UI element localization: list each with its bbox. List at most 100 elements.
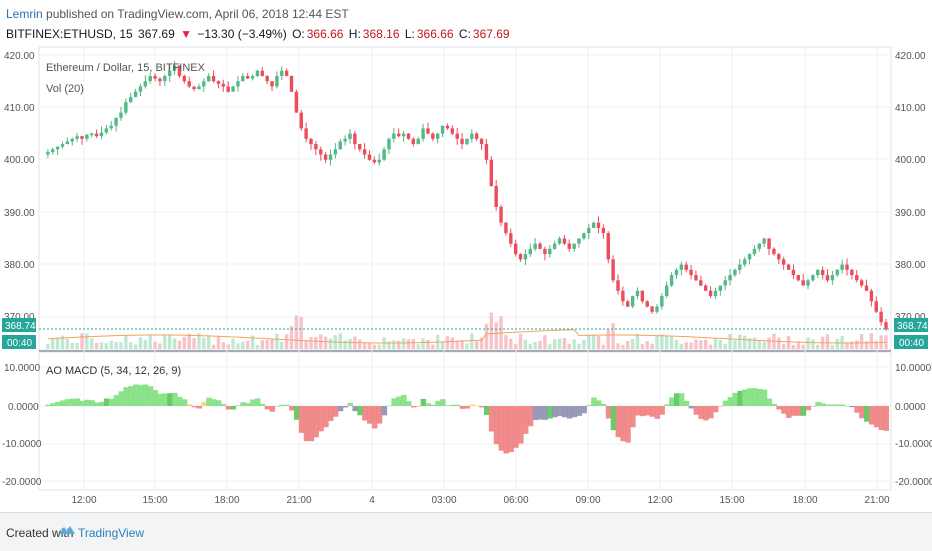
candle-body (284, 70, 289, 76)
high-value: 368.16 (362, 27, 400, 41)
macd-bar (693, 406, 699, 415)
macd-bar (259, 403, 266, 406)
macd-bar (600, 403, 607, 406)
macd-bar (74, 398, 81, 406)
candle-body (299, 112, 303, 129)
tradingview-logo-icon[interactable] (58, 522, 76, 538)
volume-bar (104, 343, 109, 349)
macd-bar (620, 406, 626, 442)
volume-bar (85, 333, 89, 349)
candle-body (845, 264, 849, 270)
macd-bar (332, 406, 339, 417)
macd-bar (108, 398, 115, 406)
tradingview-brand-link[interactable]: TradingView (78, 526, 145, 540)
volume-bar (757, 340, 762, 349)
volume-bar (591, 334, 596, 349)
volume-bar (626, 341, 630, 349)
candle-body (119, 112, 123, 118)
publish-text: published on TradingView.com, April 06, … (42, 7, 349, 21)
macd-bar (625, 406, 631, 443)
candle-body (392, 133, 396, 139)
candle-body (708, 290, 713, 297)
candle-body (820, 269, 825, 276)
author-link[interactable]: Lemrin (6, 7, 43, 21)
volume-bar (211, 344, 216, 349)
volume-bar (850, 341, 854, 349)
macd-tick-left: -10.0000 (2, 439, 42, 450)
volume-bar (411, 338, 416, 349)
candle-body (226, 86, 230, 92)
volume-bar (708, 344, 713, 349)
candle-body (660, 296, 664, 307)
macd-bar (732, 392, 738, 406)
macd-bar (883, 406, 890, 431)
macd-bar (94, 402, 100, 406)
chart-area[interactable]: Ethereum / Dollar, 15, BITFINEX Vol (20)… (0, 45, 932, 515)
candle-body (65, 141, 70, 145)
volume-bar (557, 338, 562, 349)
volume-bar (323, 336, 328, 349)
macd-bar (766, 398, 773, 406)
macd-bar (172, 392, 178, 406)
macd-bar (839, 404, 846, 406)
candle-body (679, 264, 684, 270)
candle-body (577, 238, 581, 244)
volume-bar (260, 340, 264, 349)
candle-body (163, 75, 167, 82)
macd-bar (771, 404, 777, 406)
macd-bar (547, 406, 553, 419)
macd-bar (211, 399, 217, 406)
volume-bar (221, 342, 226, 349)
macd-bar (722, 400, 729, 406)
volume-bar (270, 339, 274, 349)
candle-body (723, 280, 727, 286)
candle-body (801, 280, 805, 286)
macd-bar (64, 399, 71, 406)
price-tick-left: 370.00 (4, 312, 35, 323)
volume-bar (845, 342, 849, 349)
candle-body (796, 275, 800, 281)
price-badge-left (2, 318, 36, 332)
candle-body (742, 259, 747, 265)
macd-bar (162, 393, 168, 406)
candle-body (109, 125, 113, 129)
volume-bar (250, 335, 255, 349)
macd-bar (245, 403, 251, 406)
volume-bar (284, 334, 289, 349)
volume-bar (811, 339, 815, 349)
macd-bar (128, 386, 134, 406)
macd-pane[interactable] (38, 351, 892, 491)
volume-bar (742, 335, 747, 349)
volume-bar (840, 335, 844, 349)
candle-body (562, 238, 567, 244)
price-badge-right-text: 368.74 (897, 321, 928, 332)
volume-bar (255, 344, 260, 349)
candle-body (138, 86, 143, 92)
volume-bar (494, 322, 498, 349)
volume-bar (801, 344, 805, 349)
volume-bar (289, 326, 294, 349)
price-pane[interactable] (38, 46, 892, 351)
volume-bar (791, 344, 796, 349)
macd-bar (605, 406, 612, 419)
volume-bar (55, 337, 60, 349)
macd-bar (84, 399, 90, 406)
macd-bar (274, 406, 280, 407)
volume-bar (874, 340, 878, 349)
candle-body (630, 296, 635, 307)
volume-bar (416, 344, 420, 349)
symbol-name[interactable]: BITFINEX:ETHUSD, 15 (6, 27, 133, 41)
candle-body (752, 248, 757, 255)
candle-body (70, 138, 74, 142)
macd-bar (644, 406, 651, 416)
macd-bar (678, 393, 685, 406)
volume-bar (172, 338, 177, 349)
volume-bar (94, 342, 99, 349)
candle-body (206, 75, 211, 82)
macd-bar (576, 406, 583, 416)
macd-bar (864, 406, 870, 422)
macd-bar (454, 404, 461, 406)
candle-body (494, 186, 498, 207)
candle-body (289, 75, 294, 92)
macd-bar (713, 406, 719, 413)
